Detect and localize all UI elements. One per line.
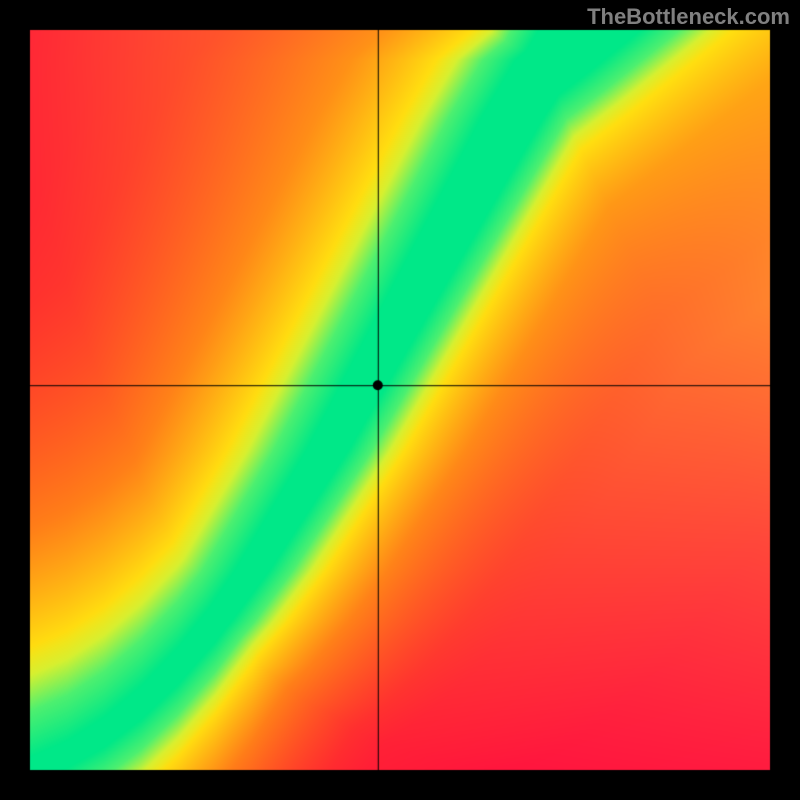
bottleneck-heatmap [0, 0, 800, 800]
watermark-text: TheBottleneck.com [587, 4, 790, 30]
chart-container: TheBottleneck.com [0, 0, 800, 800]
